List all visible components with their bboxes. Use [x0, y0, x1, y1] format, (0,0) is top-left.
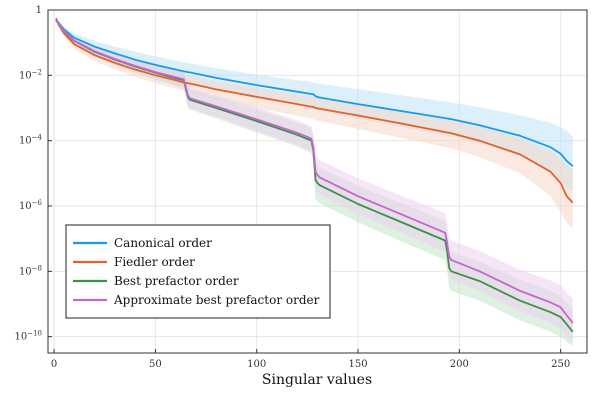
- x-tick-label: 250: [551, 359, 570, 370]
- plot-frame: [47, 9, 588, 354]
- x-tick-label: 100: [247, 359, 266, 370]
- legend-label: Best prefactor order: [114, 274, 239, 288]
- legend-box: [65, 224, 331, 319]
- legend-label: Approximate best prefactor order: [113, 293, 320, 307]
- fiedler-order-line: [55, 17, 574, 204]
- x-axis-label: Singular values: [262, 372, 372, 388]
- canonical-order-line: [55, 19, 574, 167]
- series-lines: [55, 17, 574, 333]
- approximate-best-prefactor-order-line: [55, 19, 574, 324]
- approximate-best-prefactor-order-band: [56, 17, 573, 342]
- legend: Canonical order Fiedler order Best prefact…: [65, 224, 331, 319]
- y-tick-label: 10−2: [19, 68, 42, 81]
- x-tick-label: 200: [450, 359, 469, 370]
- best-prefactor-order-band: [56, 17, 573, 347]
- confidence-bands: [56, 16, 573, 347]
- y-tick-label: 10−6: [19, 199, 43, 212]
- legend-label: Fiedler order: [114, 255, 195, 269]
- y-tick-label: 10−8: [19, 264, 42, 277]
- x-axis-ticks: 0 50 100 150 200 250: [51, 349, 570, 370]
- x-tick-label: 150: [348, 359, 367, 370]
- y-axis-ticks: 1 10−2 10−4 10−6 10−8 10−10: [14, 5, 52, 343]
- x-tick-label: 50: [149, 359, 162, 370]
- y-tick-label: 10−10: [14, 330, 42, 343]
- y-tick-label: 1: [36, 5, 42, 16]
- x-tick-label: 0: [51, 359, 57, 370]
- legend-label: Canonical order: [114, 236, 212, 250]
- y-tick-label: 10−4: [19, 134, 43, 147]
